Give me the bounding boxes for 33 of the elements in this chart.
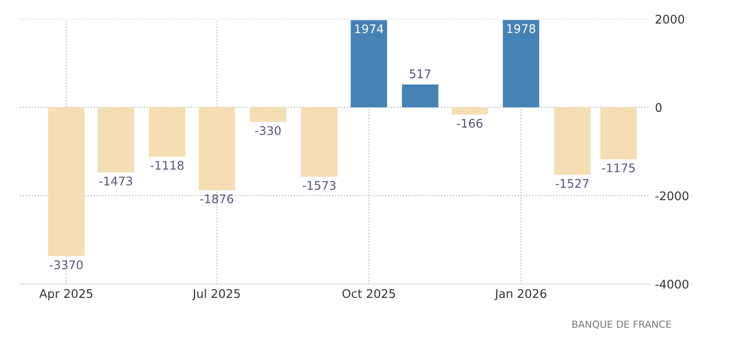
data-label: -3370 [50, 260, 83, 270]
y-tick-label: -4000 [655, 280, 688, 289]
bar [250, 107, 286, 122]
bar [98, 107, 134, 172]
data-label: -1573 [302, 180, 336, 190]
data-label: 517 [410, 69, 430, 78]
y-tick-label: -2000 [655, 191, 688, 200]
x-tick-label: Jan 2026 [494, 289, 546, 300]
x-tick-label: Oct 2025 [342, 289, 395, 298]
x-tick-label: Apr 2025 [39, 289, 92, 300]
bar [301, 107, 338, 177]
bar [502, 20, 540, 108]
data-label: -1175 [602, 164, 635, 172]
data-label: 1978 [507, 24, 536, 34]
bar [452, 107, 488, 115]
bar [600, 107, 637, 160]
text: BANQUE DE FRANCE [572, 320, 671, 330]
data-label: -166 [456, 118, 482, 128]
bar [48, 107, 84, 256]
data-label: 1974 [355, 24, 384, 34]
bar [402, 84, 438, 108]
y-tick-label: 2000 [656, 14, 684, 24]
data-label: -1118 [150, 160, 184, 170]
data-label: -1473 [99, 176, 132, 186]
bar [554, 107, 590, 175]
y-tick-label: 0 [656, 103, 662, 112]
data-label: -330 [255, 126, 281, 136]
bar [350, 20, 388, 108]
bar [148, 107, 186, 157]
data-label: -1527 [556, 178, 588, 188]
bar [198, 107, 235, 190]
data-label: -1876 [200, 194, 234, 204]
x-tick-label: Jul 2025 [192, 288, 240, 300]
